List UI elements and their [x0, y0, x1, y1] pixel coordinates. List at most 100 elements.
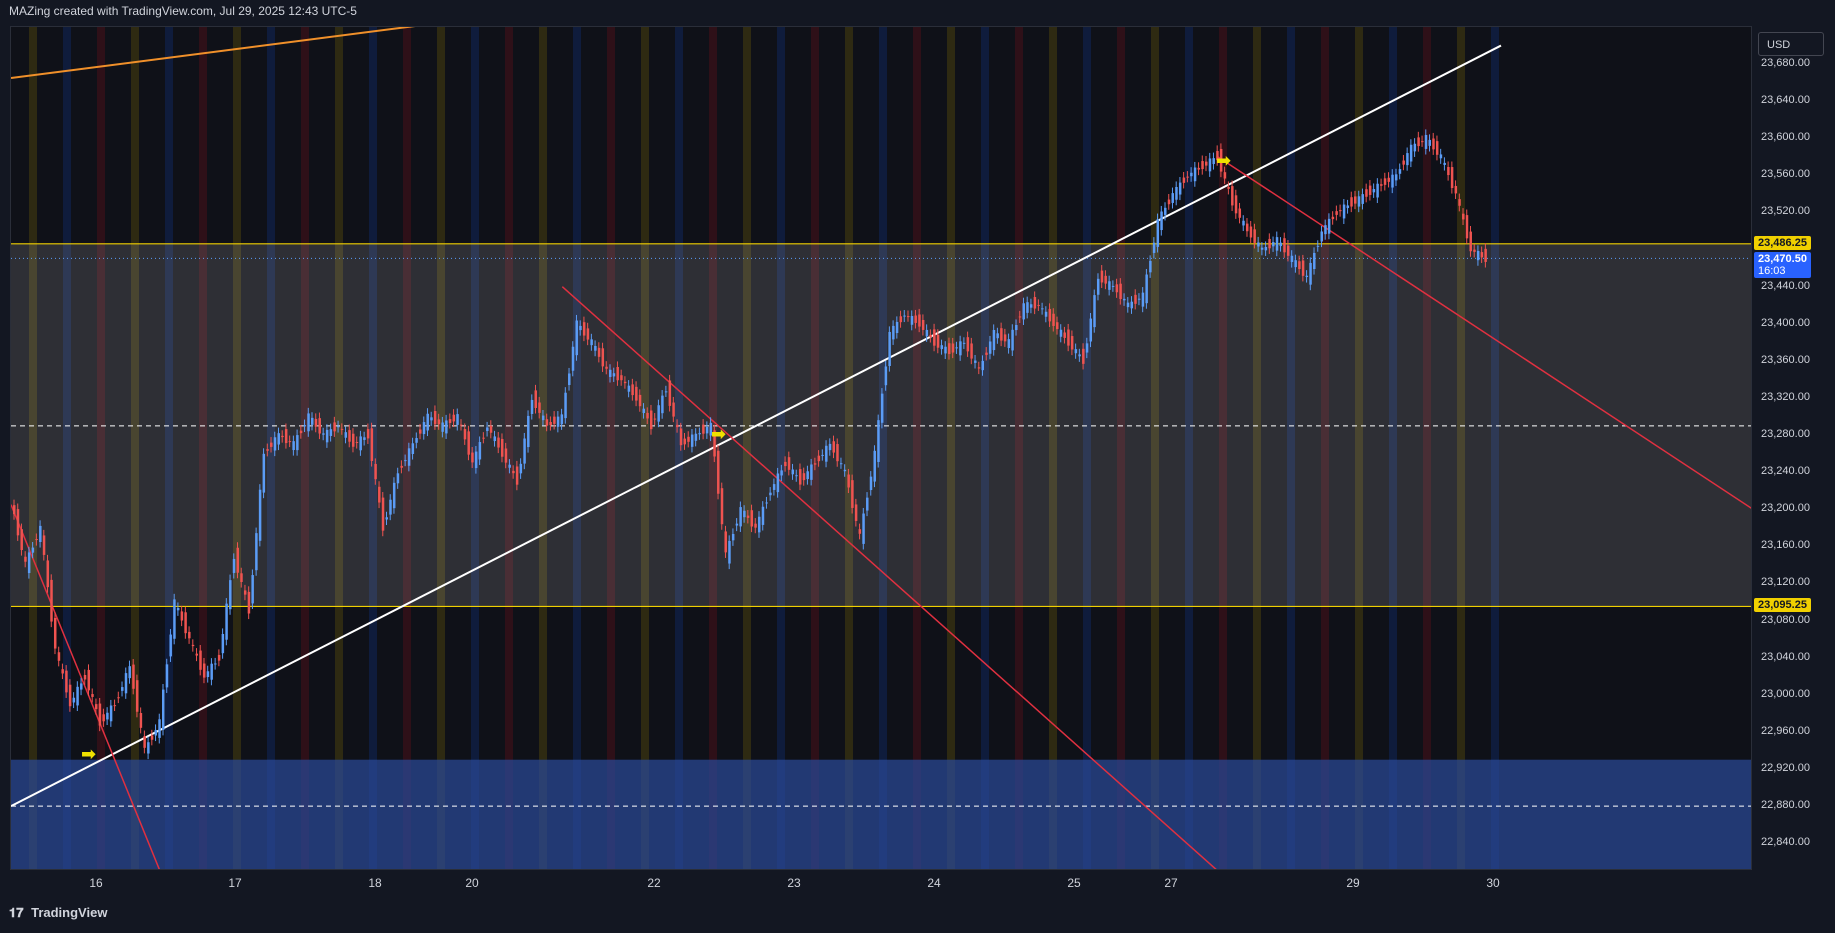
candle-body: [1465, 215, 1469, 239]
candle-body: [649, 410, 653, 430]
session-band: [165, 27, 173, 869]
chart-header: MAZing created with TradingView.com, Jul…: [9, 4, 357, 18]
candle-body: [981, 360, 984, 371]
candle-body: [761, 506, 765, 525]
candle-body: [1413, 143, 1417, 152]
candle-body: [1115, 284, 1119, 293]
candle-body: [672, 402, 675, 417]
candle-body: [132, 664, 135, 689]
candle-body: [858, 529, 862, 534]
candle-body: [478, 442, 482, 460]
session-band: [335, 27, 343, 869]
candle-body: [527, 415, 530, 448]
session-band: [1321, 27, 1329, 869]
candle-body: [1245, 223, 1249, 232]
candle-body: [482, 437, 485, 439]
candle-body: [1264, 246, 1268, 251]
candle-body: [1301, 260, 1305, 276]
candle-body: [653, 418, 657, 420]
candle-body: [925, 329, 929, 337]
candle-body: [1231, 186, 1234, 206]
candle-body: [1234, 195, 1238, 214]
candle-body: [791, 469, 795, 475]
session-band: [1015, 27, 1023, 869]
candle-body: [1249, 226, 1253, 238]
candle-body: [1380, 184, 1383, 186]
x-tick-label: 27: [1164, 876, 1178, 890]
candle-body: [776, 473, 780, 493]
candle-body: [731, 533, 735, 541]
session-band: [1083, 27, 1091, 869]
candle-body: [1108, 281, 1111, 290]
currency-button[interactable]: USD: [1758, 32, 1824, 56]
candle-body: [798, 469, 802, 485]
candle-body: [1000, 328, 1003, 341]
candle-body: [936, 334, 940, 348]
candle-body: [359, 436, 362, 451]
x-tick-label: 30: [1486, 876, 1500, 890]
candle-body: [1126, 302, 1130, 308]
candle-body: [87, 669, 90, 691]
demand-zone: [11, 759, 1751, 869]
candle-body: [415, 438, 418, 443]
x-tick-label: 25: [1067, 876, 1081, 890]
candle-body: [500, 438, 504, 457]
candle-body: [642, 408, 646, 414]
red-trendline-2: [561, 286, 1217, 869]
candle-body: [1141, 292, 1145, 307]
candle-body: [1074, 349, 1078, 354]
candle-body: [400, 465, 403, 468]
candle-body: [1022, 303, 1025, 320]
chart-pane[interactable]: ➡ ➡ ➡: [10, 26, 1752, 870]
candle-body: [173, 599, 176, 639]
y-tick-label: 23,360.00: [1761, 353, 1810, 366]
candle-body: [1011, 329, 1014, 351]
candle-body: [1305, 275, 1309, 278]
candle-body: [1149, 260, 1152, 273]
candle-body: [337, 426, 340, 428]
brand-name: TradingView: [31, 905, 108, 920]
price-axis[interactable]: [1752, 26, 1835, 870]
candle-body: [1193, 167, 1197, 182]
candle-body: [430, 417, 433, 421]
session-band: [437, 27, 445, 869]
candle-body: [754, 523, 757, 528]
candle-body: [880, 393, 884, 423]
candle-body: [311, 417, 314, 425]
candle-body: [1063, 332, 1066, 338]
candle-body: [463, 429, 467, 440]
candle-body: [1279, 242, 1282, 247]
candle-body: [579, 325, 582, 331]
candlestick-chart[interactable]: ➡ ➡ ➡: [11, 27, 1752, 870]
candle-body: [1093, 295, 1096, 328]
candle-body: [739, 507, 742, 527]
candle-body: [1428, 139, 1431, 146]
candle-body: [229, 580, 232, 610]
session-band: [1389, 27, 1397, 869]
candle-body: [646, 412, 649, 419]
candle-body: [508, 464, 511, 468]
candle-body: [1223, 172, 1227, 179]
candle-body: [1156, 219, 1160, 247]
candle-body: [1394, 174, 1398, 181]
session-band: [1253, 27, 1261, 869]
candle-body: [344, 432, 348, 438]
candle-body: [866, 497, 869, 511]
candle-body: [962, 342, 966, 344]
candle-body: [1450, 167, 1454, 189]
candle-body: [366, 429, 370, 439]
candle-body: [582, 322, 586, 336]
candle-body: [333, 422, 336, 432]
candle-body: [698, 433, 701, 435]
candle-body: [1152, 242, 1156, 253]
candle-body: [243, 590, 247, 595]
candle-body: [568, 373, 571, 386]
session-band: [641, 27, 649, 869]
candle-body: [1346, 205, 1350, 209]
candle-body: [873, 450, 876, 482]
session-band: [913, 27, 921, 869]
bar-countdown: 16:03: [1758, 265, 1786, 278]
candle-body: [1208, 158, 1212, 172]
time-axis[interactable]: 16 17 18 20 22 23 24 25 27 29 30: [10, 870, 1752, 896]
candle-body: [1096, 278, 1100, 295]
